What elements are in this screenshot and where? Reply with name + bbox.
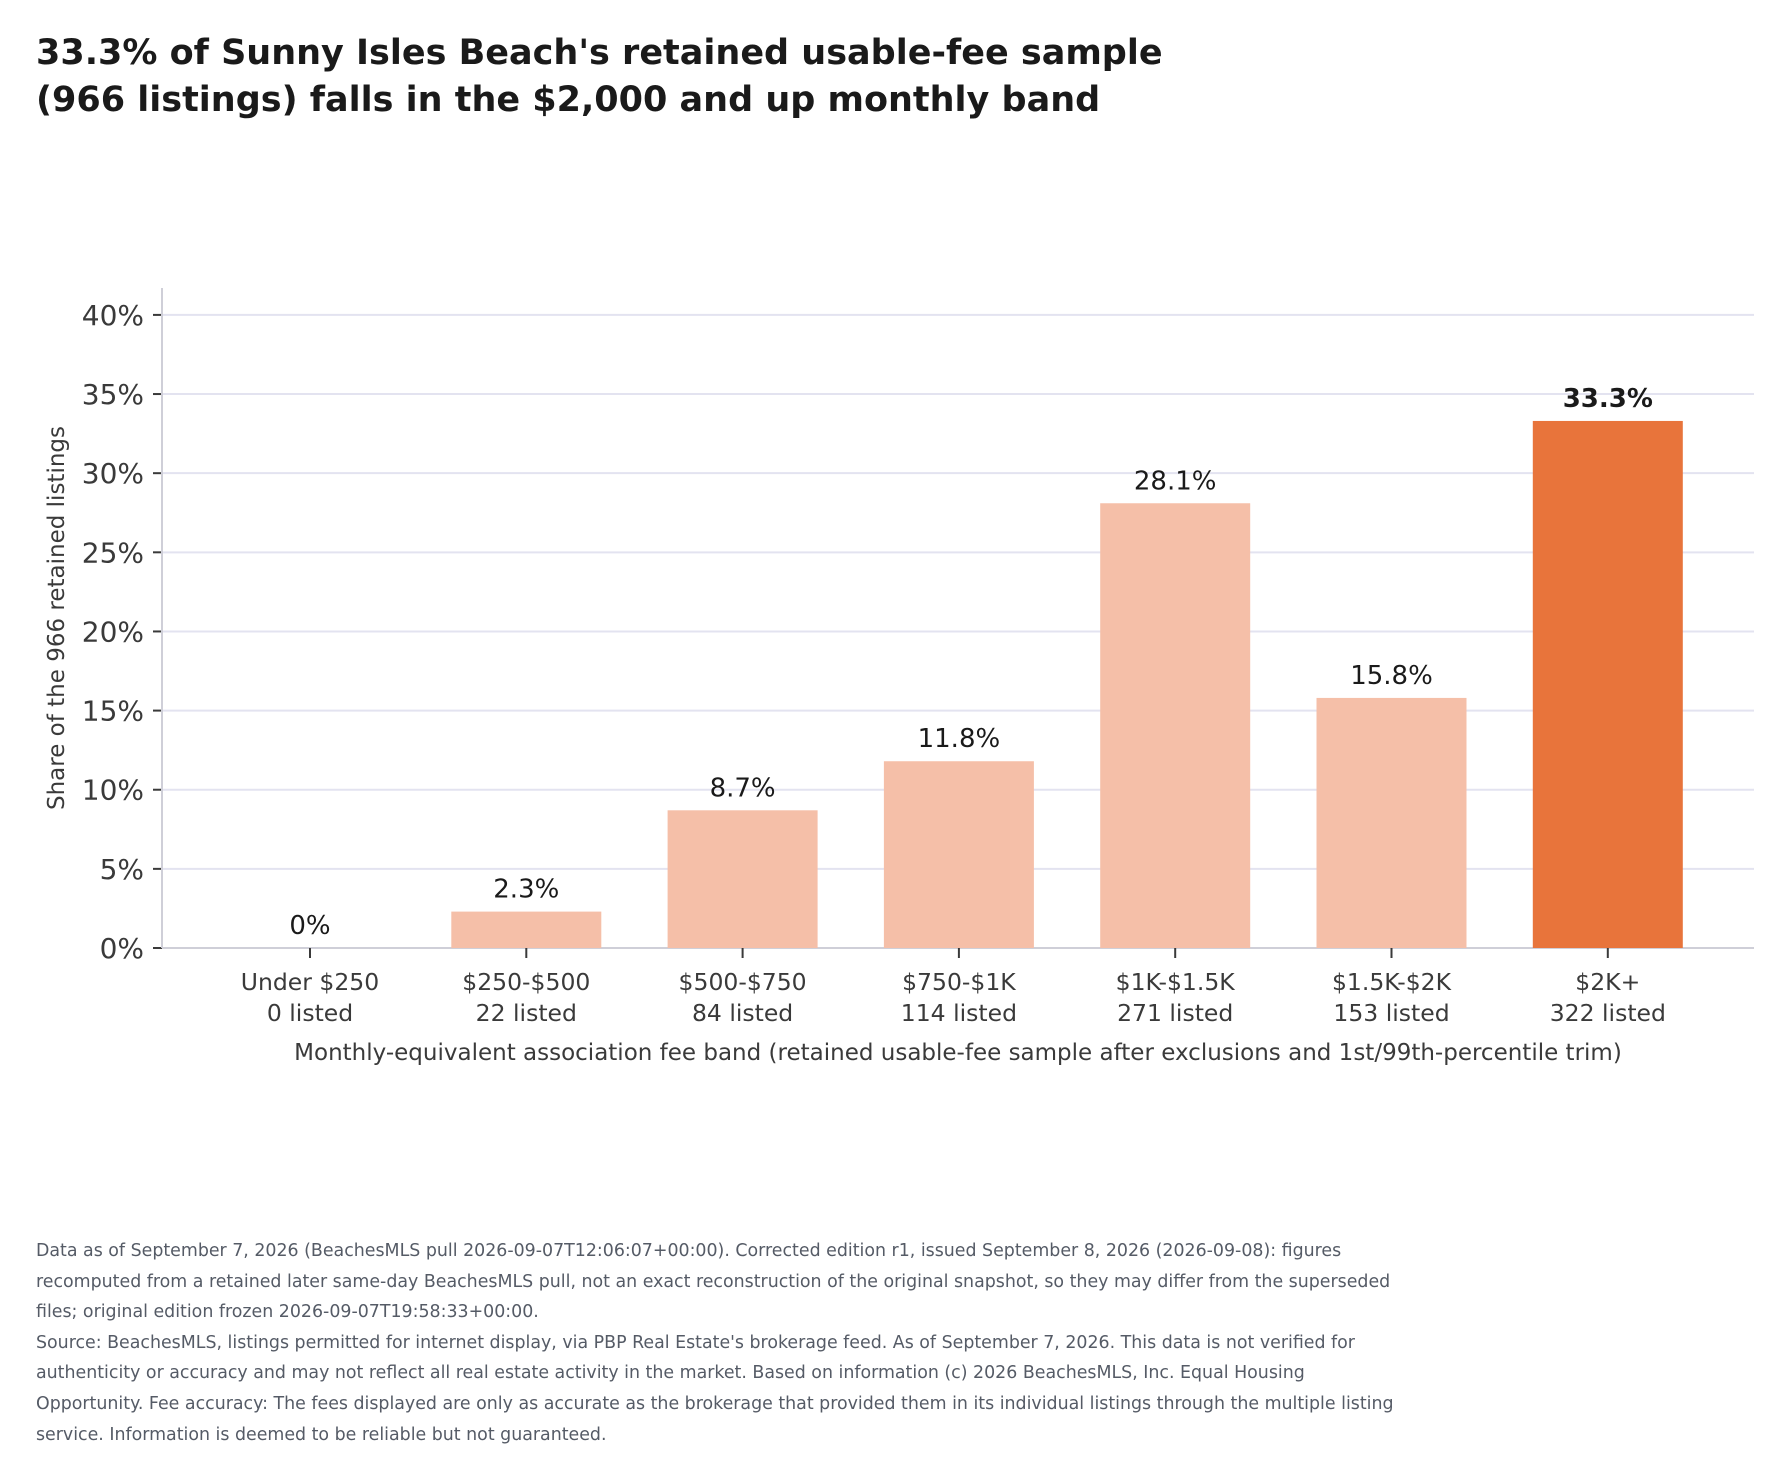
x-tick-label: $750-$1K	[902, 968, 1016, 996]
y-tick-label: 20%	[82, 615, 144, 648]
x-tick-label: $2K+	[1575, 968, 1640, 996]
x-tick-label: $1.5K-$2K	[1332, 968, 1452, 996]
y-tick-label: 0%	[100, 932, 144, 965]
y-tick-label: 5%	[100, 853, 144, 886]
bar	[1316, 697, 1467, 948]
bar	[451, 911, 602, 948]
bar	[1532, 420, 1683, 948]
footnote-source: Source: BeachesMLS, listings permitted f…	[36, 1332, 1394, 1445]
x-tick-count-label: 0 listed	[267, 999, 353, 1027]
bar	[883, 761, 1034, 948]
bar	[1100, 503, 1251, 948]
x-tick-label: $1K-$1.5K	[1116, 968, 1236, 996]
value-label: 28.1%	[1134, 466, 1217, 496]
labels: 0% Under $250 0 listed 2.3% $250-$500 22 list…	[44, 384, 1666, 1066]
y-tick-label: 40%	[82, 299, 144, 332]
y-axis-label: Share of the 966 retained listings	[44, 426, 70, 810]
gridlines	[162, 313, 1754, 870]
y-tick-label: 10%	[82, 774, 144, 807]
x-axis-label: Monthly-equivalent association fee band …	[294, 1040, 1622, 1066]
value-label: 0%	[289, 911, 330, 941]
x-tick-count-label: 22 listed	[476, 999, 577, 1027]
x-tick-count-label: 153 listed	[1333, 999, 1449, 1027]
x-tick-label: Under $250	[241, 968, 379, 996]
chart-title: 33.3% of Sunny Isles Beach's retained us…	[36, 33, 1163, 120]
value-label: 2.3%	[493, 875, 559, 905]
x-tick-count-label: 84 listed	[692, 999, 793, 1027]
axes: 0% 5% 10% 15% 20% 25% 30% 35% 40%	[82, 288, 1754, 965]
y-tick-label: 35%	[82, 378, 144, 411]
bar	[667, 810, 818, 948]
bars	[451, 420, 1683, 948]
x-tick-label: $500-$750	[679, 968, 807, 996]
x-tick-count-label: 271 listed	[1117, 999, 1233, 1027]
value-label: 11.8%	[918, 724, 1001, 754]
footnote-data-as-of: Data as of September 7, 2026 (BeachesMLS…	[36, 1241, 1391, 1323]
footnotes: Data as of September 7, 2026 (BeachesMLS…	[36, 1236, 1416, 1450]
y-tick-label: 15%	[82, 695, 144, 728]
x-tick-count-label: 322 listed	[1550, 999, 1666, 1027]
value-label: 15.8%	[1350, 661, 1433, 691]
value-label: 8.7%	[710, 773, 776, 803]
y-tick-label: 30%	[82, 457, 144, 490]
x-tick-label: $250-$500	[462, 968, 590, 996]
bar-chart: 0% 5% 10% 15% 20% 25% 30% 35% 40% 0% Under $250 0 …	[44, 288, 1754, 1066]
value-label: 33.3%	[1563, 384, 1653, 414]
x-tick-count-label: 114 listed	[901, 999, 1017, 1027]
y-tick-label: 25%	[82, 536, 144, 569]
